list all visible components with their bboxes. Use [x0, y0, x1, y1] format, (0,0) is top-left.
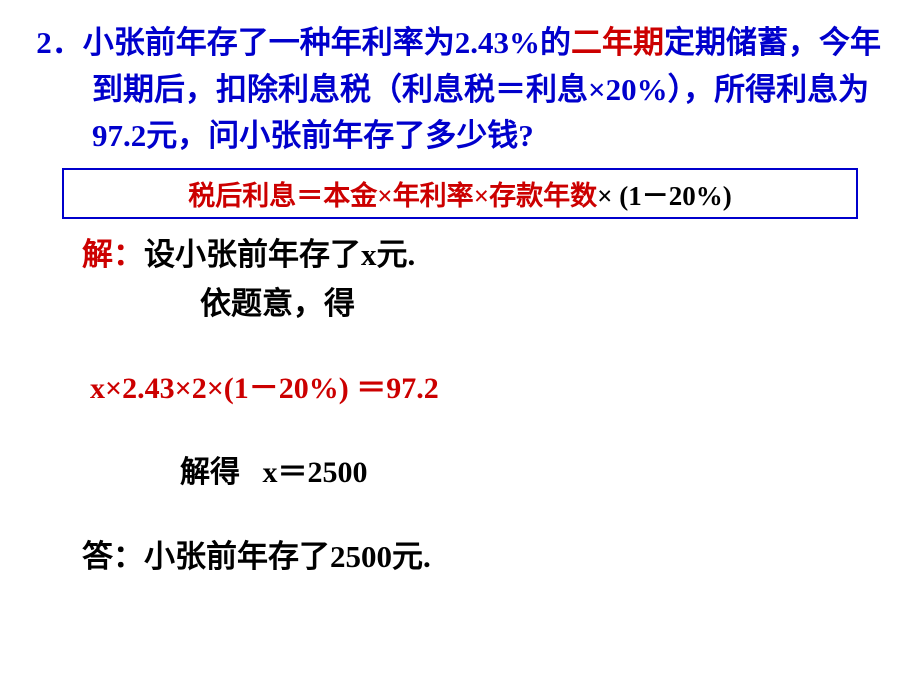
solve-result: x＝2500 [263, 456, 368, 489]
question-part1: 小张前年存了一种年利率为2.43%的 [83, 25, 571, 60]
solution-line-2: 依题意，得 [200, 278, 890, 323]
mult-sign-bold: × [597, 181, 612, 211]
formula-rhs: (1－20%) [612, 181, 731, 211]
solution-line-1: 解：设小张前年存了x元. [82, 229, 890, 274]
mult-sign: × [474, 181, 489, 211]
solve-label: 解得 [180, 456, 240, 489]
solution-assume: 设小张前年存了x元. [144, 237, 415, 272]
solve-line: 解得 x＝2500 [180, 447, 890, 491]
formula-lhs: 税后利息＝本金 [188, 181, 377, 211]
formula-mid2: 存款年数 [489, 181, 597, 211]
slide-page: 2．小张前年存了一种年利率为2.43%的二年期定期储蓄，今年到期后，扣除利息税（… [0, 0, 920, 596]
mult-sign: × [377, 181, 392, 211]
formula-box: 税后利息＝本金×年利率×存款年数× (1－20%) [62, 168, 858, 219]
formula-mid1: 年利率 [393, 181, 474, 211]
question-text: 2．小张前年存了一种年利率为2.43%的二年期定期储蓄，今年到期后，扣除利息税（… [77, 20, 891, 160]
answer-line: 答：小张前年存了2500元. [82, 531, 890, 576]
question-highlight: 二年期 [571, 25, 664, 60]
question-number: 2． [36, 25, 83, 60]
equation: x×2.43×2×(1－20%) ＝97.2 [90, 363, 890, 407]
solution-label: 解： [82, 237, 144, 272]
